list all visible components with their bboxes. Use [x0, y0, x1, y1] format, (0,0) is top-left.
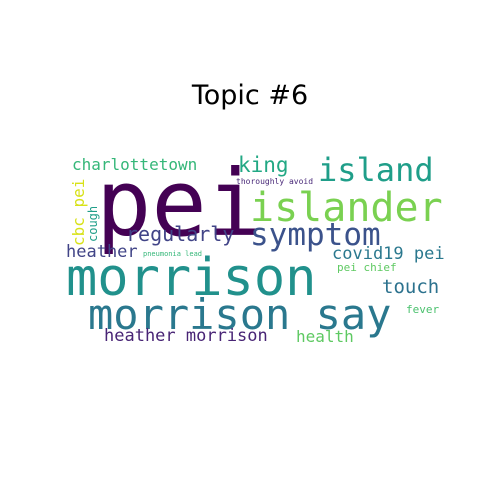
word-heather: heather — [66, 242, 138, 262]
word-pei-chief: pei chief — [337, 261, 397, 274]
word-pneumonia-lead: pneumonia lead — [143, 250, 203, 258]
word-heather-morrison: heather morrison — [104, 326, 268, 346]
word-island: island — [318, 151, 434, 189]
word-fever: fever — [406, 303, 440, 316]
word-covid19-pei: covid19 pei — [332, 244, 445, 264]
word-regularly: regularly — [126, 222, 235, 246]
word-king: king — [238, 153, 289, 177]
word-health: health — [296, 327, 354, 346]
word-symptom: symptom — [250, 217, 381, 253]
word-touch: touch — [382, 276, 440, 298]
word-pei: pei — [96, 150, 263, 257]
word-thoroughly-avoid: thoroughly avoid — [236, 177, 314, 186]
word-morrison-say: morrison say — [88, 290, 392, 339]
chart-title: Topic #6 — [191, 80, 309, 111]
word-charlottetown: charlottetown — [72, 155, 198, 174]
word-cough: cough — [86, 205, 100, 242]
word-morrison: morrison — [66, 248, 317, 308]
word-cbc-pei: cbc pei — [69, 178, 88, 246]
word-islander: islander — [250, 185, 443, 231]
